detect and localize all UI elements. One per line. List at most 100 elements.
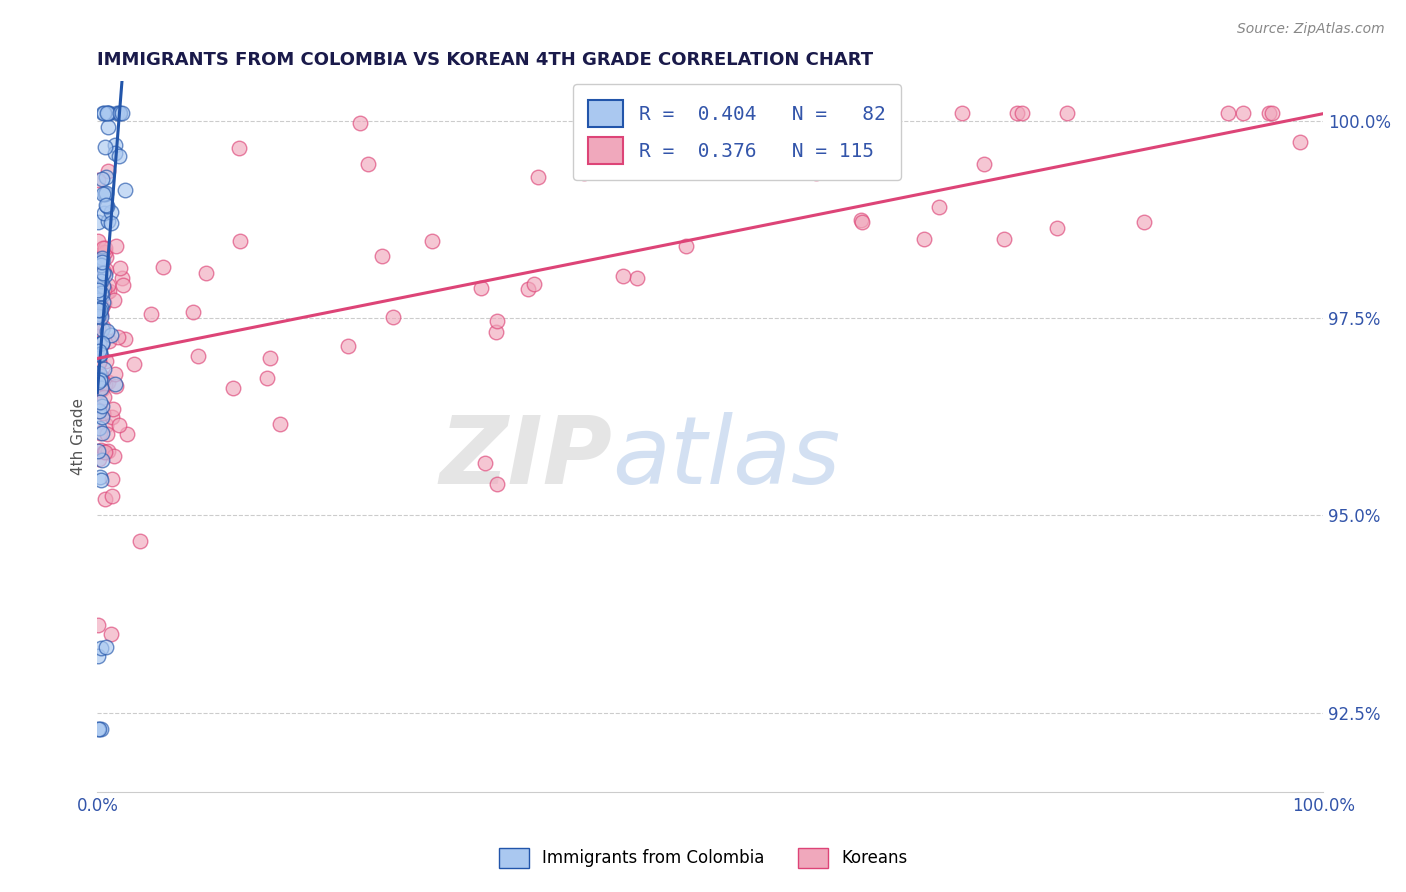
Point (94, 169, 117, 184)
Point (93, 206, 115, 220)
Point (474, 456, 496, 470)
Point (1216, 106, 1239, 120)
Point (94, 244, 117, 259)
Point (90, 287, 112, 301)
Point (420, 234, 443, 248)
Point (105, 106, 128, 120)
Point (91, 426, 114, 441)
Legend: R =  0.404   N =   82, R =  0.376   N = 115: R = 0.404 N = 82, R = 0.376 N = 115 (572, 84, 901, 180)
Point (87, 329, 110, 343)
Point (97, 163, 120, 178)
Point (94, 241, 117, 255)
Point (851, 215, 873, 229)
Point (804, 166, 827, 180)
Point (87, 343, 110, 358)
Point (94, 418, 117, 433)
Point (349, 116, 371, 130)
Point (90, 322, 112, 336)
Point (94, 251, 117, 265)
Point (89, 276, 111, 290)
Y-axis label: 4th Grade: 4th Grade (72, 398, 86, 475)
Point (94, 139, 117, 153)
Point (87, 316, 110, 330)
Point (91, 252, 114, 267)
Point (97, 284, 120, 298)
Point (89, 426, 111, 441)
Point (90, 381, 112, 395)
Point (100, 489, 122, 503)
Point (357, 157, 380, 171)
Point (1132, 215, 1154, 229)
Point (107, 149, 129, 163)
Point (91, 255, 114, 269)
Point (87, 722, 110, 736)
Point (93, 106, 115, 120)
Point (105, 239, 128, 253)
Point (90, 274, 112, 288)
Point (87, 451, 110, 466)
Point (91, 336, 114, 351)
Point (87, 618, 110, 632)
Point (89, 344, 111, 359)
Point (523, 277, 546, 291)
Point (89, 383, 111, 397)
Point (485, 314, 508, 328)
Point (94, 198, 117, 212)
Point (115, 427, 138, 442)
Point (94, 445, 117, 459)
Point (90, 333, 112, 347)
Point (89, 394, 111, 409)
Point (90, 722, 112, 736)
Point (100, 627, 122, 641)
Point (89, 346, 111, 360)
Point (90, 286, 112, 301)
Point (94, 186, 117, 201)
Point (259, 351, 281, 366)
Point (87, 173, 110, 187)
Point (91, 106, 114, 120)
Text: ZIP: ZIP (439, 412, 612, 504)
Point (87, 293, 110, 307)
Point (91, 301, 114, 315)
Point (110, 270, 132, 285)
Point (228, 234, 250, 248)
Point (337, 339, 360, 353)
Point (104, 146, 127, 161)
Point (90, 369, 112, 384)
Point (626, 270, 648, 285)
Point (87, 354, 110, 368)
Point (93, 296, 115, 310)
Point (100, 216, 122, 230)
Point (97, 334, 120, 348)
Point (93, 282, 115, 296)
Point (89, 355, 111, 369)
Point (107, 330, 129, 344)
Point (104, 378, 127, 392)
Point (89, 722, 111, 736)
Point (91, 241, 114, 255)
Point (90, 442, 112, 457)
Point (114, 183, 136, 197)
Point (90, 270, 112, 285)
Point (91, 406, 114, 420)
Text: Source: ZipAtlas.com: Source: ZipAtlas.com (1237, 22, 1385, 37)
Point (486, 477, 509, 491)
Point (87, 444, 110, 458)
Point (96, 106, 118, 120)
Point (87, 367, 110, 381)
Point (110, 106, 132, 120)
Point (96, 186, 118, 200)
Point (111, 106, 134, 120)
Point (97, 106, 120, 120)
Point (152, 260, 174, 274)
Point (90, 641, 112, 656)
Point (950, 106, 973, 120)
Point (100, 327, 122, 342)
Point (87, 281, 110, 295)
Point (89, 469, 111, 483)
Point (183, 304, 205, 318)
Point (89, 336, 111, 351)
Point (97, 376, 120, 390)
Point (256, 370, 278, 384)
Legend: Immigrants from Colombia, Koreans: Immigrants from Colombia, Koreans (492, 841, 914, 875)
